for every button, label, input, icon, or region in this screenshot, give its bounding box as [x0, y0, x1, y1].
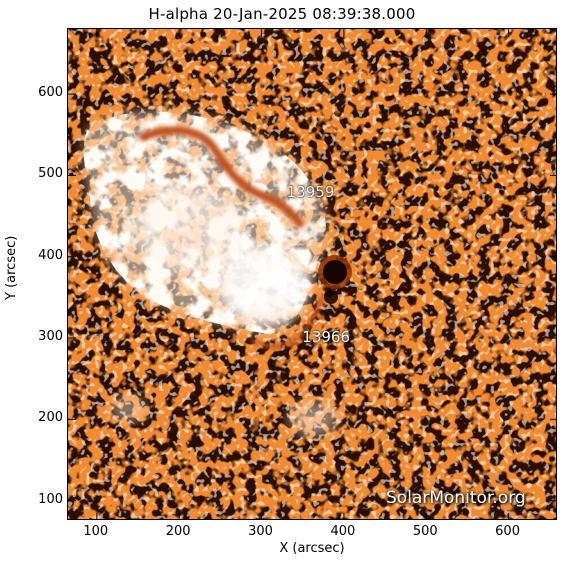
x-tick-label: 400	[330, 524, 356, 539]
y-tick-label: 300	[38, 329, 63, 345]
solarmonitor-watermark: SolarMonitor.org	[386, 488, 526, 508]
x-axis-label: X (arcsec)	[279, 541, 345, 556]
tick-marks	[68, 29, 556, 519]
y-axis-label: Y (arcsec)	[4, 235, 19, 300]
x-tick-label: 600	[495, 524, 520, 539]
active-region-label: 13959	[286, 183, 335, 202]
x-tick-label: 300	[248, 524, 273, 539]
x-tick-label: 100	[83, 524, 109, 539]
y-tick-label: 600	[38, 85, 63, 101]
y-tick-label: 500	[38, 166, 63, 182]
filament-south	[251, 295, 325, 349]
image-title: H-alpha 20-Jan-2025 08:39:38.000	[148, 5, 416, 23]
y-tick-label: 100	[38, 491, 63, 507]
solar-image-panel	[67, 28, 557, 520]
filament-north	[139, 126, 304, 228]
y-tick-label: 200	[38, 410, 63, 426]
sunspot-main	[323, 260, 347, 284]
sunspots	[318, 255, 352, 304]
h-alpha-image	[68, 29, 556, 519]
sunspot-secondary	[324, 290, 338, 304]
x-tick-label: 200	[165, 524, 191, 539]
x-tick-label: 500	[412, 524, 438, 539]
active-region-label: 13966	[302, 328, 350, 347]
filaments	[139, 126, 325, 349]
y-tick-label: 400	[38, 247, 63, 263]
